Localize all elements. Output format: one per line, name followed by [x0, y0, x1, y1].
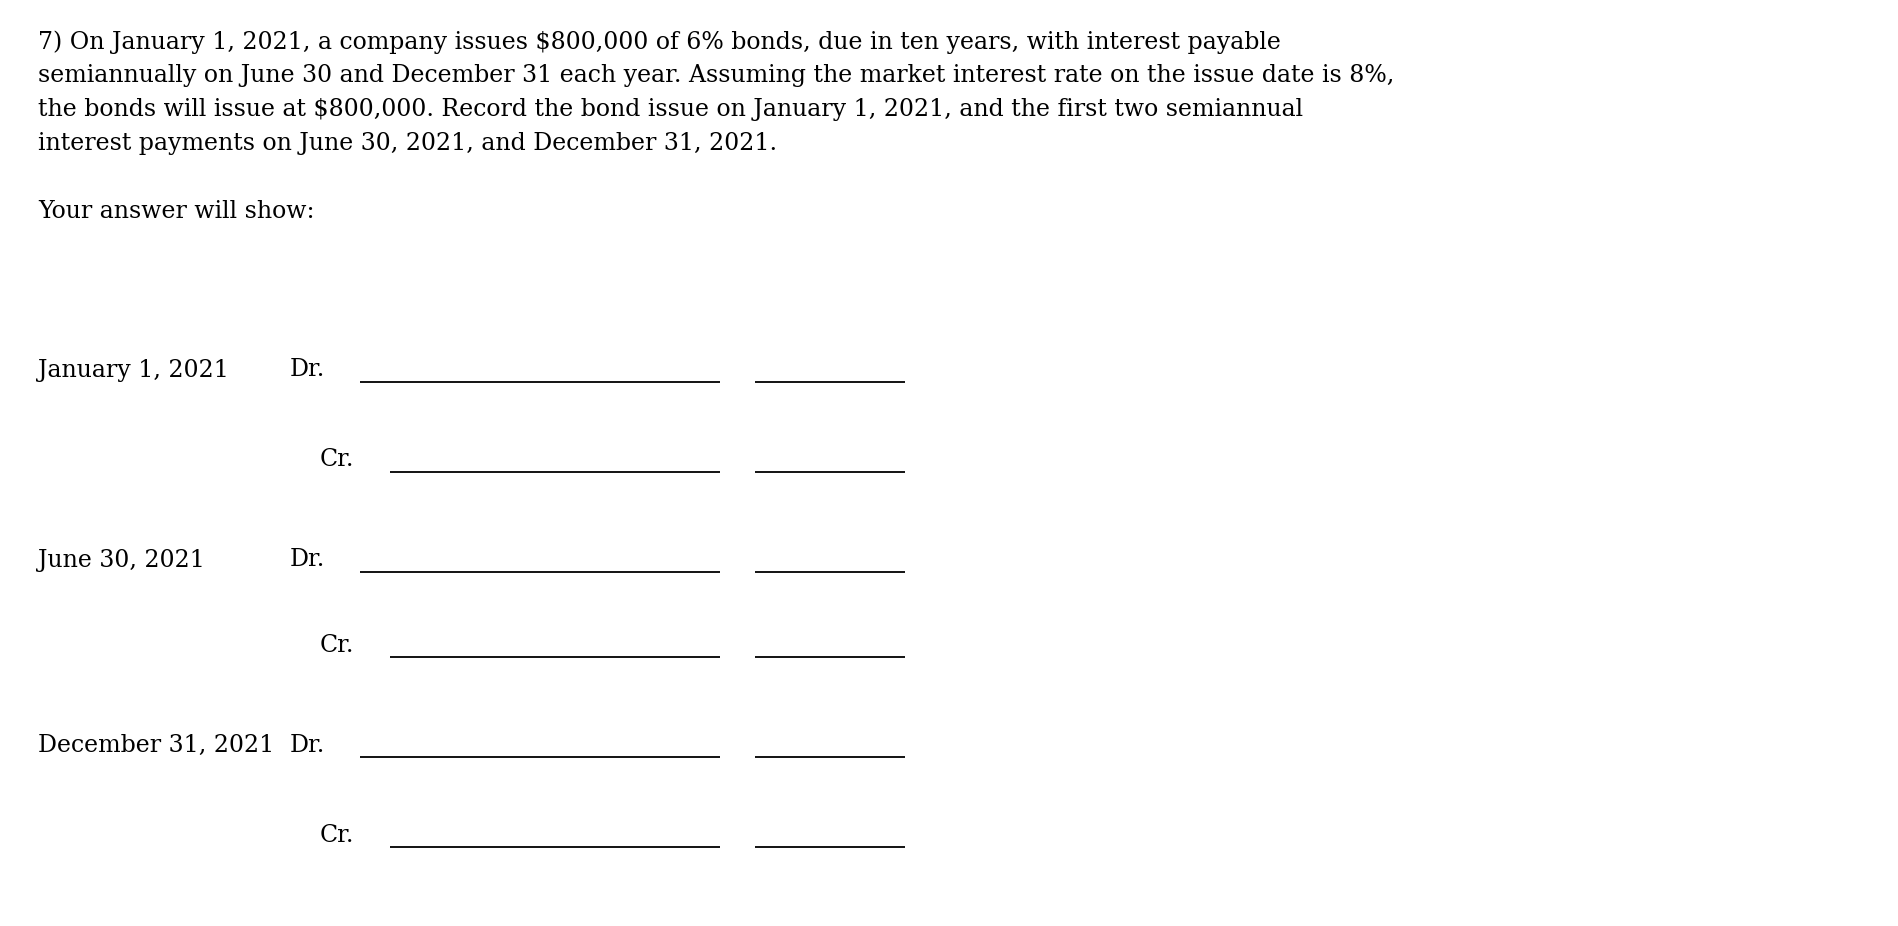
Text: Dr.: Dr.	[290, 548, 325, 571]
Text: semiannually on June 30 and December 31 each year. Assuming the market interest : semiannually on June 30 and December 31 …	[38, 64, 1395, 87]
Text: January 1, 2021: January 1, 2021	[38, 358, 230, 382]
Text: Dr.: Dr.	[290, 358, 325, 382]
Text: interest payments on June 30, 2021, and December 31, 2021.: interest payments on June 30, 2021, and …	[38, 132, 776, 155]
Text: Your answer will show:: Your answer will show:	[38, 200, 315, 223]
Text: Cr.: Cr.	[321, 448, 355, 471]
Text: Cr.: Cr.	[321, 633, 355, 657]
Text: 7) On January 1, 2021, a company issues $800,000 of 6% bonds, due in ten years, : 7) On January 1, 2021, a company issues …	[38, 30, 1281, 54]
Text: Cr.: Cr.	[321, 823, 355, 846]
Text: June 30, 2021: June 30, 2021	[38, 548, 205, 571]
Text: Dr.: Dr.	[290, 733, 325, 757]
Text: December 31, 2021: December 31, 2021	[38, 733, 273, 757]
Text: the bonds will issue at $800,000. Record the bond issue on January 1, 2021, and : the bonds will issue at $800,000. Record…	[38, 98, 1304, 121]
